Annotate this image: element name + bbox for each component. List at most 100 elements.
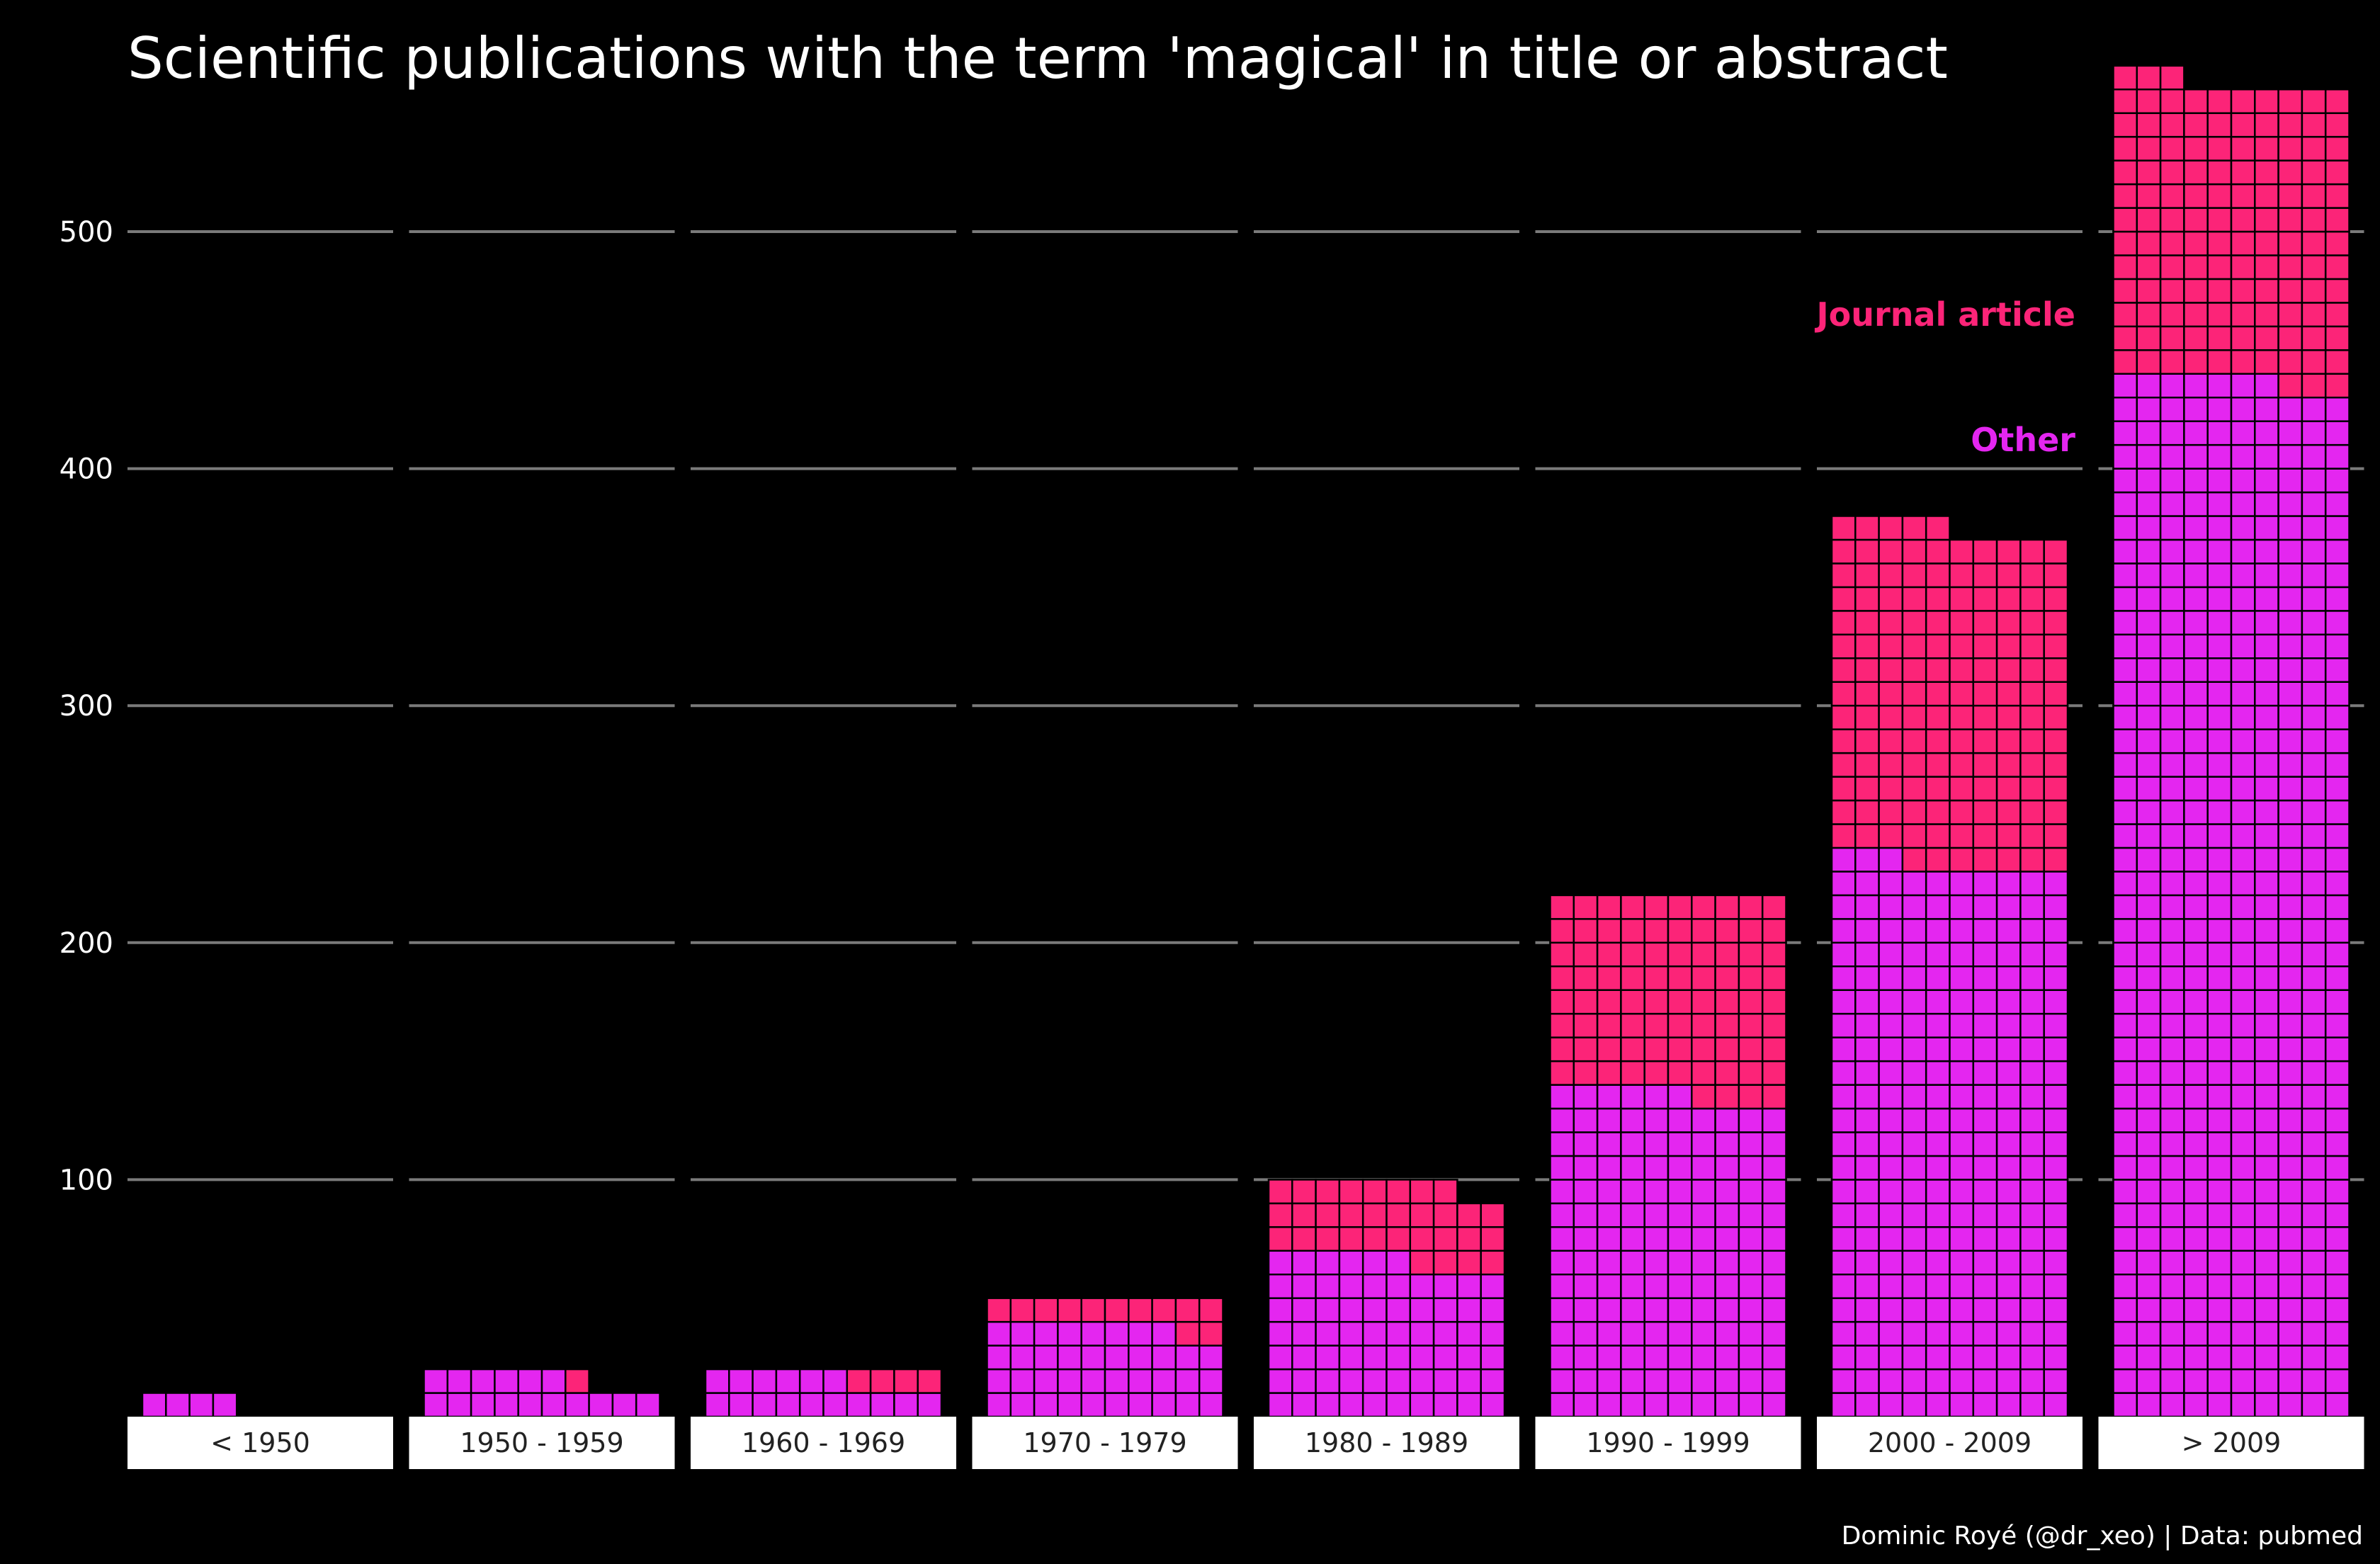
- waffle-cell-other: [1995, 1084, 2022, 1110]
- waffle-cell-journal-article: [2019, 776, 2045, 802]
- waffle-cell-other: [1925, 1036, 1951, 1062]
- waffle-cell-journal-article: [1409, 1226, 1435, 1252]
- waffle-cell-other: [2277, 657, 2304, 683]
- waffle-cell-other: [2277, 681, 2304, 707]
- waffle-cell-other: [2301, 657, 2327, 683]
- waffle-cell-journal-article: [1596, 989, 1622, 1015]
- waffle-cell-journal-article: [2112, 183, 2138, 209]
- waffle-cell-journal-article: [1643, 1012, 1670, 1038]
- waffle-cell-other: [1667, 1155, 1693, 1181]
- waffle-cell-journal-article: [2159, 159, 2185, 186]
- waffle-cell-other: [1714, 1250, 1740, 1276]
- waffle-cell-other: [1691, 1368, 1716, 1394]
- waffle-cell-other: [1291, 1297, 1317, 1323]
- waffle-cell-other: [1033, 1344, 1059, 1371]
- waffle-cell-journal-article: [2159, 230, 2185, 256]
- waffle-cell-other: [2019, 1250, 2045, 1276]
- waffle-cell-journal-article: [2206, 230, 2233, 256]
- waffle-cell-other: [2136, 1273, 2162, 1299]
- waffle-cell-other: [1033, 1320, 1059, 1347]
- waffle-cell-other: [1830, 1084, 1857, 1110]
- waffle-cell-other: [1549, 1392, 1575, 1418]
- waffle-cell-other: [2043, 1202, 2069, 1228]
- waffle-cell-other: [2159, 586, 2185, 612]
- waffle-cell-other: [2112, 965, 2138, 991]
- waffle-cell-journal-article: [1480, 1202, 1506, 1228]
- waffle-cell-journal-article: [2254, 230, 2279, 256]
- waffle-cell-journal-article: [1854, 515, 1880, 541]
- waffle-cell-journal-article: [1925, 633, 1951, 659]
- waffle-cell-journal-article: [2043, 799, 2069, 825]
- waffle-cell-other: [1949, 1297, 1975, 1323]
- waffle-cell-other: [846, 1392, 872, 1418]
- waffle-cell-other: [1572, 1273, 1599, 1299]
- waffle-cell-journal-article: [2254, 183, 2279, 209]
- waffle-cell-other: [1572, 1368, 1599, 1394]
- waffle-cell-other: [2230, 1273, 2256, 1299]
- waffle-cell-journal-article: [1174, 1297, 1201, 1323]
- waffle-cell-other: [2136, 1012, 2162, 1038]
- waffle-cell-other: [2112, 468, 2138, 494]
- waffle-cell-journal-article: [2019, 728, 2045, 754]
- waffle-cell-other: [565, 1392, 590, 1418]
- chart-title: Scientific publications with the term 'm…: [128, 26, 1948, 91]
- waffle-cell-other: [2301, 1226, 2327, 1252]
- waffle-cell-other: [1972, 1226, 1998, 1252]
- waffle-cell-other: [1949, 1036, 1975, 1062]
- waffle-cell-journal-article: [1878, 633, 1904, 659]
- waffle-cell-journal-article: [2043, 681, 2069, 707]
- waffle-cell-journal-article: [1972, 823, 1998, 849]
- waffle-cell-journal-article: [1338, 1226, 1364, 1252]
- waffle-cell-other: [1620, 1179, 1645, 1205]
- waffle-cell-other: [1714, 1107, 1740, 1133]
- waffle-cell-other: [2301, 586, 2327, 612]
- waffle-cell-other: [446, 1392, 472, 1418]
- waffle-cell-journal-article: [2301, 230, 2327, 256]
- waffle-cell-journal-article: [1878, 538, 1904, 565]
- waffle-cell-other: [2183, 1084, 2209, 1110]
- waffle-cell-other: [1620, 1250, 1645, 1276]
- waffle-cell-other: [2112, 1155, 2138, 1181]
- waffle-cell-other: [1949, 1392, 1975, 1418]
- waffle-cell-other: [1925, 1273, 1951, 1299]
- waffle-cell-other: [2254, 610, 2279, 636]
- waffle-cell-other: [1667, 1344, 1693, 1371]
- waffle-cell-other: [2301, 1368, 2327, 1394]
- y-tick-label: 200: [60, 927, 113, 960]
- waffle-cell-other: [2230, 1226, 2256, 1252]
- waffle-cell-other: [2324, 799, 2350, 825]
- waffle-cell-other: [2324, 728, 2350, 754]
- waffle-cell-other: [1761, 1179, 1787, 1205]
- waffle-cell-other: [2136, 1131, 2162, 1157]
- waffle-cell-other: [2043, 1131, 2069, 1157]
- waffle-cell-other: [1361, 1320, 1388, 1347]
- waffle-cell-other: [1854, 1226, 1880, 1252]
- waffle-cell-journal-article: [1949, 633, 1975, 659]
- waffle-cell-other: [1456, 1344, 1482, 1371]
- waffle-cell-journal-article: [2206, 88, 2233, 114]
- waffle-cell-other: [2277, 1131, 2304, 1157]
- waffle-cell-other: [1854, 846, 1880, 873]
- waffle-cell-other: [1291, 1273, 1317, 1299]
- waffle-cell-other: [1315, 1392, 1341, 1418]
- waffle-cell-other: [2136, 468, 2162, 494]
- waffle-cell-other: [2206, 1344, 2233, 1371]
- waffle-cell-other: [2254, 1344, 2279, 1371]
- waffle-cell-other: [2254, 799, 2279, 825]
- waffle-cell-journal-article: [1995, 633, 2022, 659]
- waffle-cell-other: [2324, 752, 2350, 778]
- waffle-cell-other: [2019, 1060, 2045, 1086]
- waffle-cell-journal-article: [2206, 159, 2233, 186]
- waffle-cell-other: [1878, 1036, 1904, 1062]
- waffle-cell-other: [2136, 1036, 2162, 1062]
- waffle-cell-other: [1456, 1297, 1482, 1323]
- waffle-cell-other: [1972, 989, 1998, 1015]
- waffle-cell-other: [1901, 1036, 1927, 1062]
- waffle-cell-journal-article: [2206, 302, 2233, 328]
- waffle-cell-other: [2301, 1179, 2327, 1205]
- waffle-cell-other: [2019, 1202, 2045, 1228]
- waffle-cell-other: [141, 1392, 167, 1418]
- waffle-cell-journal-article: [1738, 894, 1764, 920]
- waffle-cell-other: [1995, 918, 2022, 944]
- waffle-cell-other: [1995, 1202, 2022, 1228]
